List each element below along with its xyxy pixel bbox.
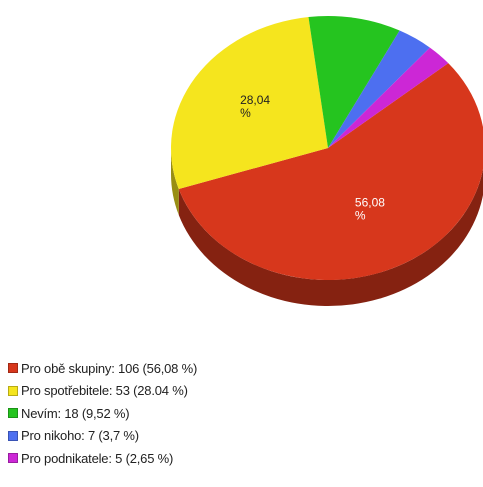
pie-slices xyxy=(171,16,483,280)
chart-legend: Pro obě skupiny: 106 (56,08 %) Pro spotře… xyxy=(8,357,197,470)
legend-item: Pro podnikatele: 5 (2,65 %) xyxy=(8,447,197,470)
pie-side-0 xyxy=(178,168,483,306)
legend-label: Pro spotřebitele: 53 (28.04 %) xyxy=(21,383,188,399)
pie-side-walls xyxy=(171,148,483,306)
pie-side-1 xyxy=(171,148,179,215)
legend-item: Nevím: 18 (9,52 %) xyxy=(8,402,197,425)
slice-label-1: 28,04% xyxy=(240,93,270,120)
pie-slice-0 xyxy=(178,63,483,280)
legend-item: Pro nikoho: 7 (3,7 %) xyxy=(8,425,197,448)
pie-slice-4 xyxy=(328,47,449,148)
pie-labels: 56,08 % 28,04% xyxy=(240,93,385,222)
legend-label: Pro nikoho: 7 (3,7 %) xyxy=(21,428,139,444)
pie-slice-1 xyxy=(171,17,328,189)
legend-item: Pro obě skupiny: 106 (56,08 %) xyxy=(8,357,197,380)
legend-label: Pro podnikatele: 5 (2,65 %) xyxy=(21,450,174,466)
legend-label: Pro obě skupiny: 106 (56,08 %) xyxy=(21,360,198,376)
legend-swatch xyxy=(8,363,18,374)
legend-swatch xyxy=(8,453,18,464)
slice-label-0: 56,08% xyxy=(355,195,385,222)
legend-label: Nevím: 18 (9,52 %) xyxy=(21,405,130,421)
legend-swatch xyxy=(8,408,18,419)
legend-swatch xyxy=(8,385,18,396)
legend-swatch xyxy=(8,430,18,441)
pie-slice-3 xyxy=(328,30,430,149)
pie-slice-2 xyxy=(308,16,400,149)
legend-item: Pro spotřebitele: 53 (28.04 %) xyxy=(8,380,197,403)
